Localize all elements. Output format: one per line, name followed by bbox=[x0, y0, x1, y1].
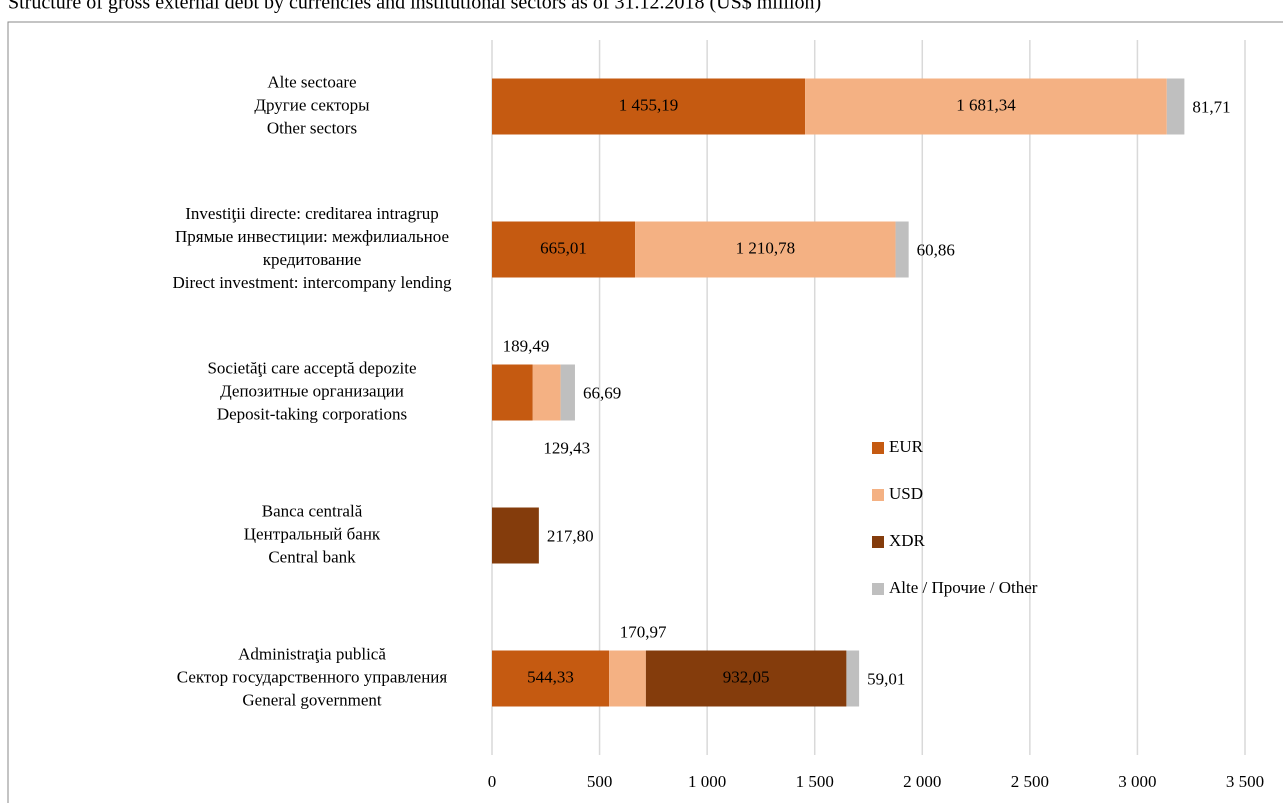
bar-segment bbox=[609, 650, 646, 707]
bar-segment bbox=[805, 78, 1167, 135]
data-label: 217,80 bbox=[547, 526, 594, 545]
x-tick-label: 1 000 bbox=[688, 772, 726, 791]
legend-swatch bbox=[872, 489, 884, 501]
data-label: 932,05 bbox=[723, 667, 770, 686]
data-label: 60,86 bbox=[917, 240, 955, 259]
category-label: General government bbox=[242, 690, 382, 709]
x-tick-label: 3 000 bbox=[1118, 772, 1156, 791]
x-tick-label: 3 500 bbox=[1226, 772, 1264, 791]
data-label: 1 210,78 bbox=[736, 238, 796, 257]
category-label: Deposit-taking corporations bbox=[217, 404, 407, 423]
category-label: Сектор государственного управления bbox=[177, 667, 448, 686]
chart-title: Structure of gross external debt by curr… bbox=[8, 0, 821, 14]
legend-label: Alte / Прочие / Other bbox=[889, 578, 1038, 597]
data-label: 189,49 bbox=[503, 336, 550, 355]
data-label: 1 455,19 bbox=[619, 95, 679, 114]
legend-swatch bbox=[872, 536, 884, 548]
bar-segment bbox=[895, 221, 909, 278]
bar-segment bbox=[645, 650, 847, 707]
bar-segment bbox=[846, 650, 860, 707]
data-label: 544,33 bbox=[527, 667, 574, 686]
legend-label: EUR bbox=[889, 437, 924, 456]
bar-segment bbox=[492, 364, 533, 421]
category-label: Investiţii directe: creditarea intragrup bbox=[185, 204, 438, 223]
category-label: Central bank bbox=[268, 547, 356, 566]
legend-swatch bbox=[872, 442, 884, 454]
category-label: Other sectors bbox=[267, 118, 357, 137]
category-label: Центральный банк bbox=[244, 524, 381, 543]
category-label: Alte sectoare bbox=[267, 72, 356, 91]
category-label: Прямые инвестиции: межфилиальное bbox=[175, 227, 449, 246]
category-label: кредитование bbox=[263, 250, 362, 269]
bar-segment bbox=[635, 221, 896, 278]
x-tick-label: 2 000 bbox=[903, 772, 941, 791]
x-tick-label: 2 500 bbox=[1011, 772, 1049, 791]
data-label: 81,71 bbox=[1192, 97, 1230, 116]
x-tick-label: 500 bbox=[587, 772, 613, 791]
legend-label: USD bbox=[889, 484, 923, 503]
x-tick-label: 1 500 bbox=[796, 772, 834, 791]
bar-segment bbox=[492, 221, 636, 278]
legend-swatch bbox=[872, 583, 884, 595]
chart-frame bbox=[7, 21, 1283, 803]
category-label: Banca centrală bbox=[262, 501, 363, 520]
data-label: 66,69 bbox=[583, 383, 621, 402]
bar-segment bbox=[560, 364, 575, 421]
bar-segment bbox=[492, 78, 806, 135]
data-label: 1 681,34 bbox=[956, 95, 1016, 114]
data-label: 59,01 bbox=[867, 669, 905, 688]
bar-segment bbox=[492, 507, 539, 564]
x-tick-label: 0 bbox=[488, 772, 497, 791]
data-label: 170,97 bbox=[620, 622, 667, 641]
category-label: Societăţi care acceptă depozite bbox=[207, 358, 416, 377]
category-label: Direct investment: intercompany lending bbox=[172, 273, 452, 292]
category-label: Другие секторы bbox=[254, 95, 370, 114]
bar-segment bbox=[492, 650, 610, 707]
legend-label: XDR bbox=[889, 531, 926, 550]
category-label: Administraţia publică bbox=[238, 644, 386, 663]
bar-segment bbox=[532, 364, 561, 421]
data-label: 129,43 bbox=[543, 438, 590, 457]
data-label: 665,01 bbox=[540, 238, 587, 257]
bar-segment bbox=[1166, 78, 1185, 135]
category-label: Депозитные организации bbox=[220, 381, 404, 400]
